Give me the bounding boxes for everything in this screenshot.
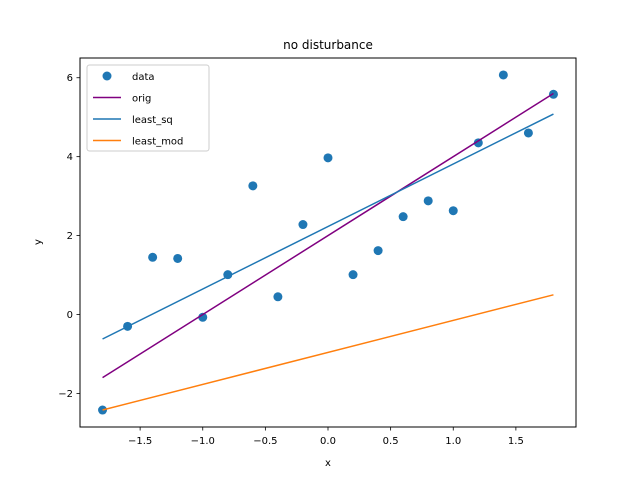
y-tick-label: 0 [67,310,73,321]
data-point [173,253,183,263]
data-point [323,153,333,163]
legend-label: least_mod [132,137,183,148]
legend-label: data [132,72,155,83]
x-tick-label: 1.5 [508,436,524,447]
legend-label: orig [132,94,151,105]
y-axis: −2 0 2 4 6 [58,73,80,400]
legend-marker [102,71,112,81]
data-point [473,138,483,148]
legend-label: least_sq [132,115,173,126]
data-point [398,212,408,222]
data-point [148,252,158,262]
y-tick-label: 4 [67,152,73,163]
x-tick-label: −0.5 [253,436,277,447]
data-point [423,196,433,206]
x-tick-label: −1.0 [191,436,215,447]
data-point [273,292,283,302]
data-point [348,270,358,280]
data-point [448,206,458,216]
data-point [298,220,308,230]
x-tick-label: 1.0 [445,436,461,447]
chart-title: no disturbance [283,38,373,52]
x-axis: −1.5 −1.0 −0.5 0.0 0.5 1.0 1.5 [128,427,524,447]
data-point [248,181,258,191]
legend: data orig least_sq least_mod [86,64,210,152]
least_sq-line [102,113,554,340]
x-tick-label: 0.5 [383,436,399,447]
data-point [523,128,533,138]
data-point [498,70,508,80]
x-tick-label: 0.0 [320,436,336,447]
x-tick-label: −1.5 [128,436,152,447]
y-tick-label: 6 [67,73,73,84]
y-tick-label: 2 [67,231,73,242]
y-tick-label: −2 [58,389,73,400]
data-point [198,312,208,322]
orig-line [102,92,554,379]
plot-area [98,70,558,415]
x-axis-label: x [325,458,331,469]
data-point [373,246,383,256]
legend-box [86,64,210,152]
y-axis-label: y [33,239,44,245]
least_mod-line [102,294,554,411]
